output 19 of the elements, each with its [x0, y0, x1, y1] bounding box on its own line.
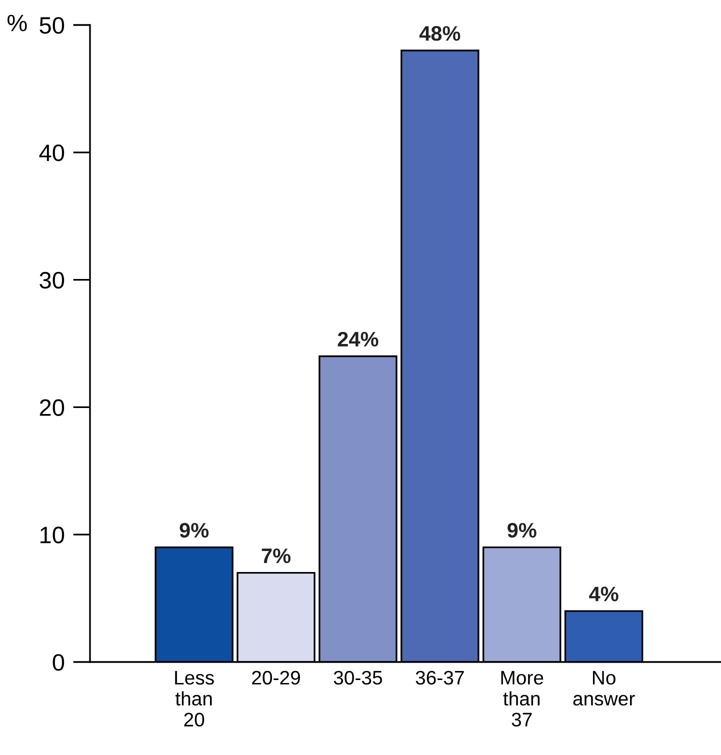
y-tick-label: 50 [40, 17, 64, 34]
x-tick-label: No answer [573, 671, 635, 706]
data-label: 48% [419, 26, 460, 41]
data-label: 4% [589, 586, 618, 602]
x-tick-label: 20-29 [252, 670, 300, 685]
x-tick-label: More than 37 [501, 671, 544, 727]
y-tick-label: 20 [40, 399, 64, 416]
y-tick-label: 40 [39, 144, 64, 162]
data-label: 7% [262, 548, 291, 564]
data-label: 9% [180, 522, 209, 538]
y-tick-label: 30 [40, 272, 64, 289]
x-tick-label: 30-35 [334, 670, 382, 685]
y-axis-title: % [8, 14, 27, 32]
data-label: 24% [338, 332, 378, 347]
y-tick-label: 0 [52, 654, 64, 671]
data-label: 9% [508, 522, 536, 538]
x-tick-label: Less than 20 [175, 671, 214, 727]
y-tick-label: 10 [40, 526, 64, 544]
x-tick-label: 36-37 [416, 670, 464, 685]
